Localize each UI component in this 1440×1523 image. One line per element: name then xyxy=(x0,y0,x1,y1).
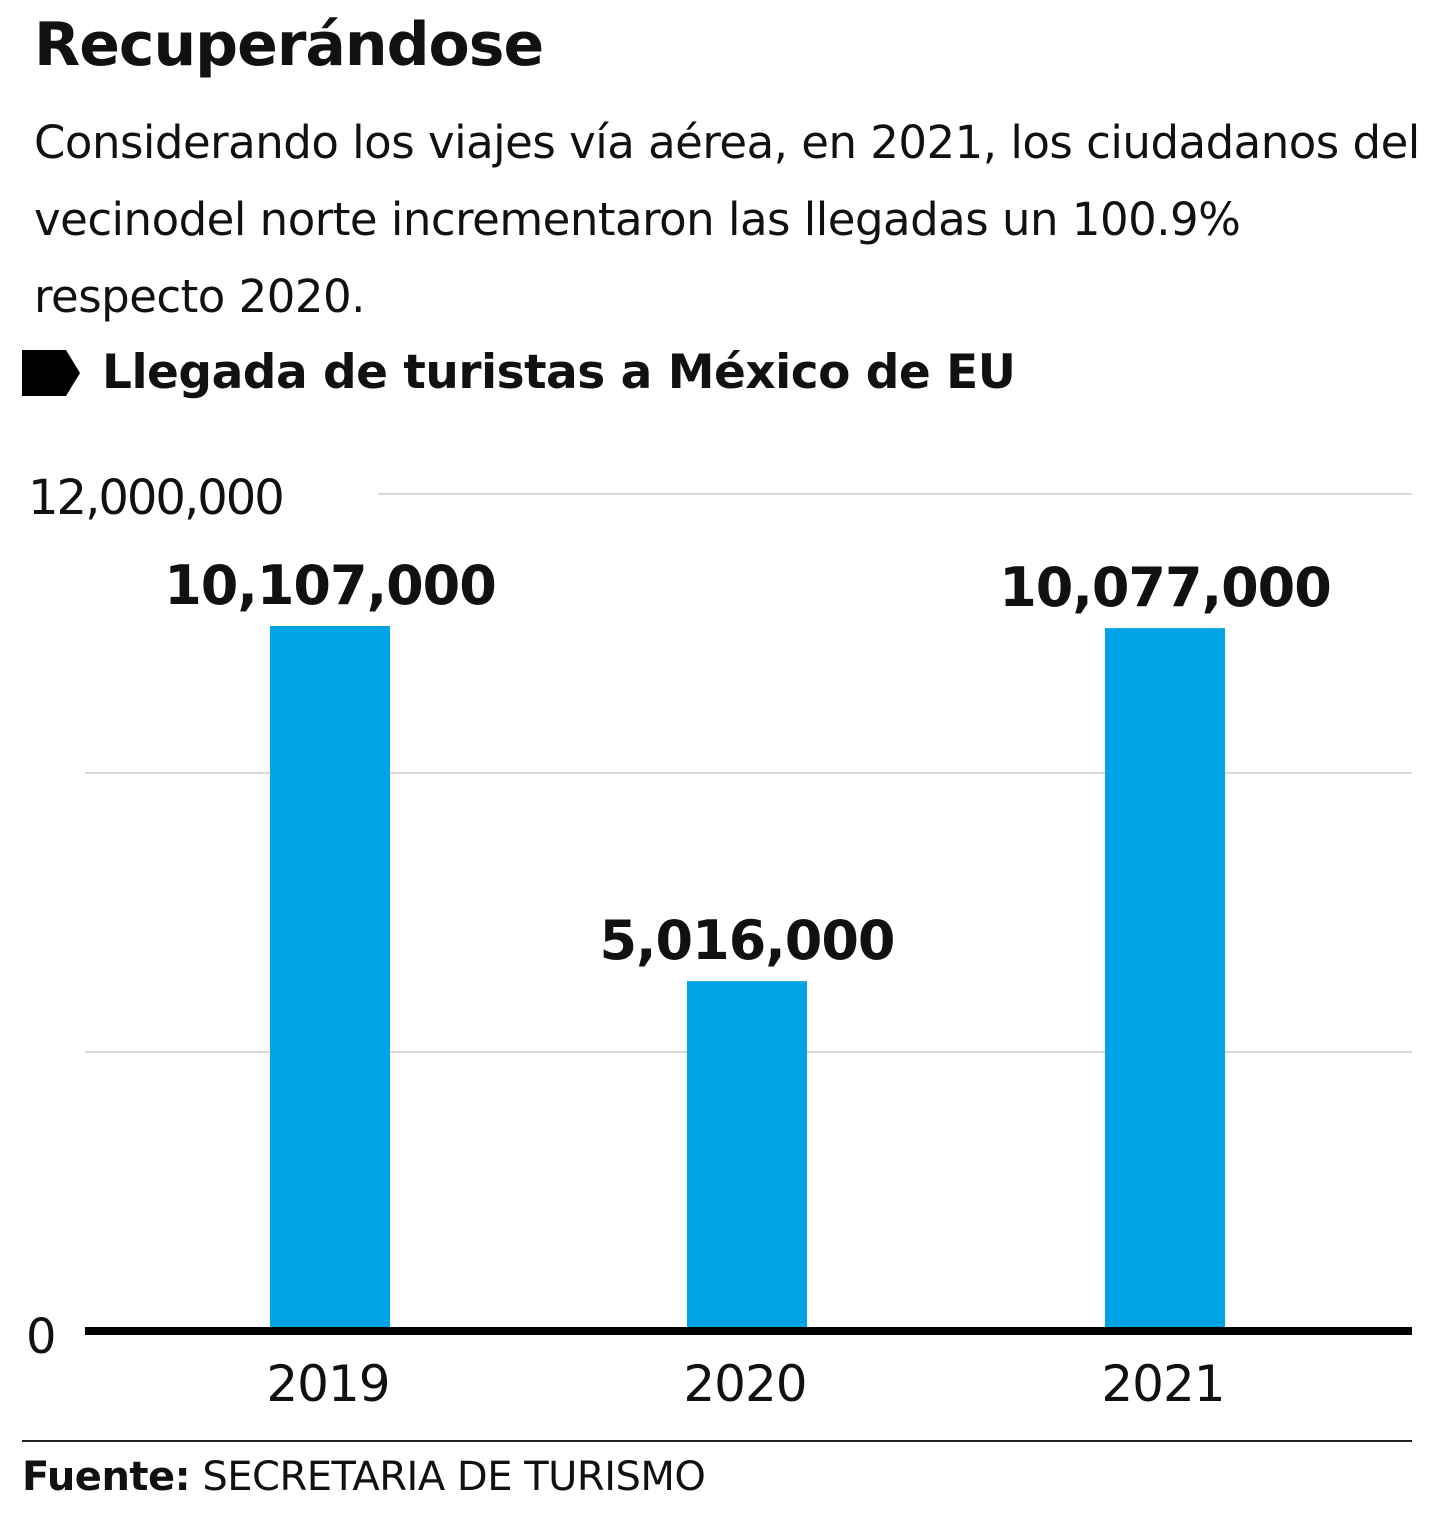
source-label: Fuente: xyxy=(22,1454,191,1500)
bar-2019 xyxy=(270,626,390,1331)
x-tick-label: 2019 xyxy=(266,1355,389,1413)
bar-2020 xyxy=(687,981,807,1331)
y-tick-label: 12,000,000 xyxy=(28,470,283,526)
source-line: Fuente: SECRETARIA DE TURISMO xyxy=(22,1454,706,1500)
page-title: Recuperándose xyxy=(34,10,544,80)
chart-title: Llegada de turistas a México de EU xyxy=(102,345,1016,400)
y-tick-label: 0 xyxy=(26,1309,57,1365)
x-tick-label: 2021 xyxy=(1101,1355,1224,1413)
pentagon-arrow-marker-icon xyxy=(22,349,80,396)
bar-2021 xyxy=(1105,628,1225,1331)
x-tick-label: 2020 xyxy=(683,1355,806,1413)
data-label: 10,077,000 xyxy=(999,556,1331,619)
bar-chart: 12,000,000 0 10,107,000 2019 5,016,000 2020 10… xyxy=(26,470,1412,1413)
source-divider xyxy=(22,1440,1412,1442)
subtitle: Considerando los viajes vía aérea, en 20… xyxy=(34,116,1420,323)
source-value: SECRETARIA DE TURISMO xyxy=(202,1454,706,1500)
chart-heading: Llegada de turistas a México de EU xyxy=(22,345,1016,400)
data-label: 5,016,000 xyxy=(599,909,894,972)
data-label: 10,107,000 xyxy=(164,554,496,617)
